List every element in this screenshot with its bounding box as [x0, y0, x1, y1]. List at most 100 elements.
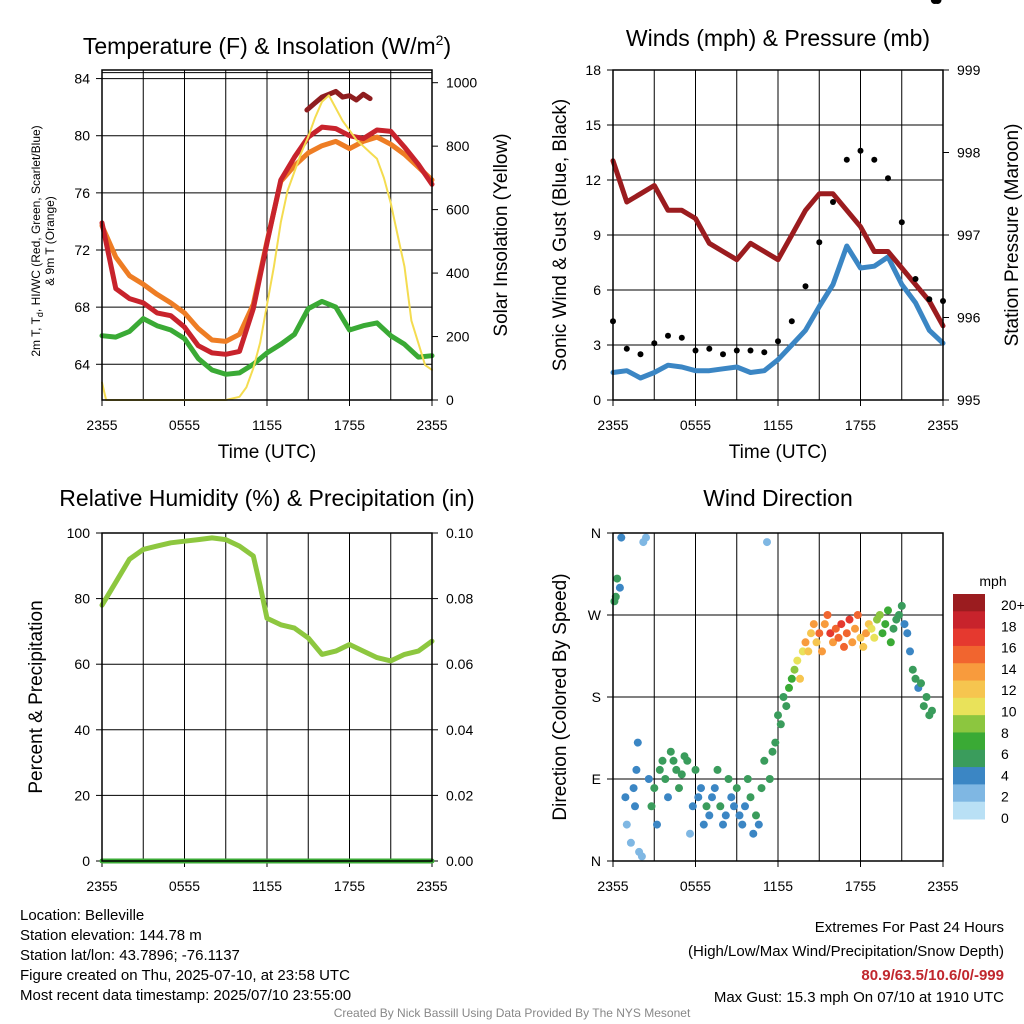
direction-point — [727, 793, 736, 802]
y-axis-label-line2: & 9m T (Orange) — [43, 196, 57, 286]
y-right-tick-label: 400 — [446, 265, 470, 281]
colorbar-swatch — [953, 749, 985, 768]
x-axis-label: Time (UTC) — [729, 442, 828, 463]
direction-point — [875, 611, 884, 619]
direction-point — [848, 638, 857, 647]
gust-point — [651, 340, 658, 347]
location-label: Location: Belleville — [20, 907, 145, 924]
colorbar-swatch — [953, 767, 985, 785]
chart-title-end: ) — [443, 33, 451, 59]
gust-point — [816, 239, 823, 246]
colorbar-label: 6 — [1001, 746, 1009, 762]
direction-point — [801, 638, 810, 647]
y-tick-label: 64 — [74, 356, 90, 372]
x-tick-label: 0555 — [169, 878, 200, 894]
chart-title-main: Temperature (F) & Insolation (W/m — [83, 33, 436, 59]
y-right-tick-label: 0.08 — [446, 591, 473, 607]
direction-point — [664, 793, 672, 802]
direction-point — [622, 820, 631, 829]
gust-point — [706, 345, 713, 352]
direction-point — [815, 629, 824, 638]
direction-point — [765, 775, 774, 783]
direction-point — [903, 629, 912, 638]
y-right-tick-label: 996 — [957, 310, 981, 326]
direction-point — [760, 756, 769, 765]
direction-point — [774, 711, 782, 720]
y-tick-label: 20 — [74, 787, 90, 803]
direction-point — [856, 633, 865, 642]
y-tick-label: 68 — [74, 299, 90, 315]
x-tick-label: 1755 — [845, 417, 876, 433]
colorbar-label: 12 — [1001, 682, 1017, 698]
direction-point — [807, 629, 815, 638]
y-right-tick-label: 995 — [957, 392, 981, 408]
direction-point — [823, 611, 832, 619]
chart-title-superscript: 2 — [436, 32, 444, 48]
direction-point — [631, 802, 639, 811]
x-tick-label: 2355 — [597, 878, 628, 894]
direction-point — [672, 765, 681, 774]
y-tick-label: N — [591, 853, 601, 869]
gust-point — [788, 318, 795, 325]
colorbar-swatch — [953, 680, 985, 699]
y-tick-label: E — [592, 771, 601, 787]
direction-point — [694, 793, 703, 802]
colorbar-swatch — [953, 663, 985, 682]
direction-point — [621, 793, 630, 802]
direction-point — [837, 620, 846, 629]
direction-point — [851, 624, 859, 633]
x-tick-label: 2355 — [927, 878, 958, 894]
y-tick-label: W — [588, 607, 602, 623]
direction-point — [708, 793, 716, 802]
x-tick-label: 2355 — [927, 417, 958, 433]
direction-point — [900, 620, 909, 629]
direction-point — [724, 775, 733, 783]
y-tick-label: 80 — [74, 128, 90, 144]
y-tick-label: 80 — [74, 591, 90, 607]
y-axis-label-line1: 2m T, Td, HI/WC (Red, Green, Scarlet/Blu… — [29, 125, 45, 356]
y-axis-label: Sonic Wind & Gust (Blue, Black) — [550, 99, 571, 371]
direction-point — [688, 802, 697, 811]
gust-point — [912, 276, 919, 282]
direction-point — [809, 620, 818, 629]
y-right-tick-label: 800 — [446, 138, 470, 154]
direction-point — [713, 765, 722, 774]
credit-line: Created By Nick Bassill Using Data Provi… — [333, 1006, 691, 1020]
direction-point — [796, 674, 804, 683]
series-line — [99, 124, 435, 357]
colorbar-label: 8 — [1001, 725, 1009, 741]
y-tick-label: 6 — [593, 282, 601, 298]
y-right-tick-label: 200 — [446, 329, 470, 345]
direction-point — [683, 756, 692, 765]
y-right-tick-label: 999 — [957, 62, 981, 78]
x-tick-label: 1155 — [252, 878, 282, 894]
x-tick-label: 2355 — [86, 878, 117, 894]
direction-point — [719, 820, 727, 829]
y-axis-right-label: Station Pressure (Maroon) — [1002, 124, 1023, 347]
direction-point — [881, 620, 890, 629]
direction-point — [804, 647, 813, 656]
direction-point — [626, 838, 635, 847]
colorbar-swatch — [953, 715, 985, 733]
extremes-values: 80.9/63.5/10.6/0/-999 — [861, 967, 1004, 984]
direction-point — [862, 629, 870, 638]
gust-point — [857, 147, 864, 154]
series-line — [610, 158, 946, 329]
direction-point — [826, 629, 835, 638]
direction-point — [644, 775, 653, 783]
y-right-tick-label: 600 — [446, 202, 470, 218]
direction-point — [642, 533, 650, 542]
colorbar-label: 14 — [1001, 661, 1017, 677]
direction-point — [768, 747, 777, 756]
direction-point — [749, 829, 758, 838]
direction-point — [669, 756, 678, 765]
direction-point — [853, 611, 862, 619]
chart-title: Winds (mph) & Pressure (mb) — [626, 25, 930, 51]
latlon-label: Station lat/lon: 43.7896; -76.1137 — [20, 947, 240, 964]
direction-point — [702, 802, 711, 811]
direction-point — [661, 775, 670, 783]
y-axis-right-label: Solar Insolation (Yellow) — [491, 133, 512, 336]
ylabel-part: , HI/WC (Red, Green, Scarlet/Blue) — [29, 125, 43, 312]
direction-point — [675, 784, 683, 793]
x-axis-label: Time (UTC) — [218, 442, 317, 463]
